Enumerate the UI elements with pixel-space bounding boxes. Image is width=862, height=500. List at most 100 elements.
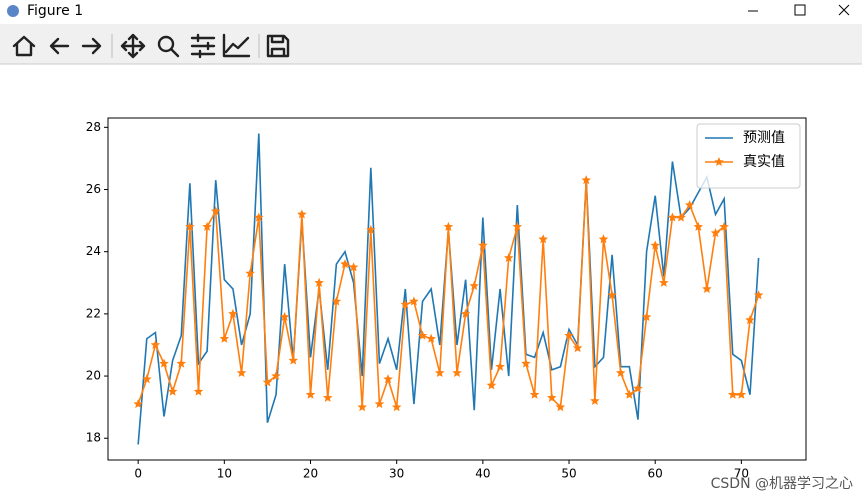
star-marker: [503, 252, 514, 262]
star-marker: [547, 392, 557, 402]
star-marker: [305, 389, 316, 399]
window-title: Figure 1: [27, 3, 83, 19]
star-marker: [142, 374, 152, 384]
star-marker: [676, 212, 686, 222]
star-marker: [348, 262, 359, 272]
star-marker: [254, 212, 264, 222]
series-line: [137, 133, 760, 445]
star-marker: [521, 358, 531, 368]
x-tick-label: 70: [734, 467, 749, 481]
star-marker: [167, 386, 178, 396]
star-marker: [314, 277, 324, 287]
star-marker: [297, 209, 307, 219]
y-tick-label: 20: [86, 369, 101, 383]
star-marker: [633, 383, 643, 393]
star-marker: [202, 221, 212, 231]
star-marker: [426, 333, 436, 343]
back-button[interactable]: [49, 37, 70, 55]
star-marker: [417, 330, 428, 340]
legend-label: 真实值: [743, 154, 785, 170]
star-marker: [607, 290, 617, 300]
star-marker: [702, 284, 712, 294]
series-line: [137, 180, 760, 409]
y-tick-label: 28: [86, 120, 101, 134]
star-marker: [366, 224, 376, 234]
star-marker: [193, 386, 204, 396]
star-marker: [400, 299, 411, 309]
zoom-button[interactable]: [157, 35, 180, 58]
star-marker: [555, 402, 566, 412]
star-marker: [753, 290, 764, 300]
star-marker: [736, 389, 747, 399]
legend-marker: [714, 157, 724, 167]
star-marker: [650, 240, 660, 250]
star-marker: [529, 389, 540, 399]
star-marker: [391, 402, 402, 412]
star-marker: [615, 367, 626, 377]
star-marker: [219, 333, 230, 343]
star-marker: [641, 311, 652, 322]
star-marker: [719, 221, 729, 231]
star-marker: [331, 296, 342, 306]
y-tick-label: 18: [86, 431, 101, 445]
star-marker: [374, 399, 385, 409]
pan-button[interactable]: [120, 33, 146, 59]
x-tick-label: 40: [475, 467, 490, 481]
star-marker: [228, 308, 238, 318]
save-button[interactable]: [266, 34, 290, 58]
x-tick-label: 50: [561, 467, 576, 481]
edit-axes-button[interactable]: [222, 33, 251, 58]
x-tick-label: 0: [134, 467, 142, 481]
maximize-button[interactable]: [794, 4, 806, 16]
star-marker: [322, 392, 333, 402]
star-marker: [538, 234, 548, 244]
star-marker: [667, 212, 678, 222]
star-marker: [460, 308, 471, 318]
star-marker: [598, 234, 609, 244]
forward-button[interactable]: [81, 37, 102, 55]
star-marker: [443, 221, 454, 231]
home-button[interactable]: [12, 35, 36, 57]
star-marker: [745, 315, 755, 325]
star-marker: [486, 380, 497, 390]
close-button[interactable]: [838, 4, 850, 16]
star-marker: [262, 377, 273, 387]
star-marker: [469, 280, 479, 290]
star-marker: [684, 200, 695, 210]
star-marker: [340, 259, 350, 269]
y-tick-label: 22: [86, 306, 101, 320]
star-marker: [495, 361, 505, 371]
configure-button[interactable]: [190, 33, 216, 59]
star-marker: [693, 221, 704, 231]
star-marker: [409, 296, 419, 306]
star-marker: [150, 339, 161, 350]
axes-frame: [107, 117, 807, 461]
star-marker: [581, 175, 592, 185]
star-marker: [452, 367, 462, 377]
y-tick-label: 24: [86, 244, 101, 258]
star-marker: [210, 206, 221, 216]
app-icon: [7, 5, 19, 17]
star-marker: [710, 228, 721, 238]
star-marker: [279, 311, 290, 322]
star-marker: [271, 371, 281, 381]
star-marker: [185, 221, 195, 231]
x-tick-label: 10: [217, 467, 232, 481]
star-marker: [659, 277, 669, 287]
star-marker: [176, 358, 186, 368]
star-marker: [245, 268, 255, 278]
star-marker: [564, 330, 574, 340]
star-marker: [512, 221, 523, 231]
star-marker: [236, 367, 247, 377]
star-marker: [133, 399, 143, 409]
watermark: CSDN @机器学习之心: [711, 476, 853, 492]
star-marker: [478, 240, 488, 250]
star-marker: [435, 367, 445, 377]
x-tick-label: 30: [389, 467, 404, 481]
y-tick-label: 26: [86, 182, 101, 196]
star-marker: [590, 395, 600, 405]
star-marker: [357, 402, 367, 412]
